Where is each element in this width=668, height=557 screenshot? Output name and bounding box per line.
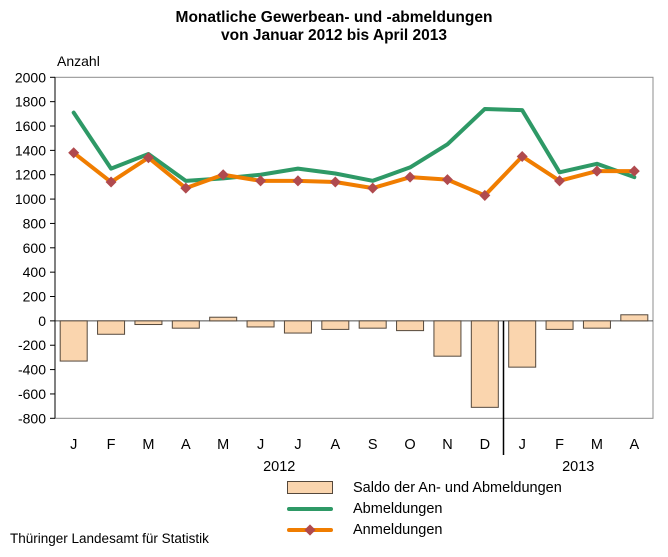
legend-label-abmeldungen: Abmeldungen xyxy=(353,500,443,517)
saldo-bar-swatch-icon xyxy=(287,481,333,494)
saldo-bar xyxy=(321,320,350,330)
chart-title-line2: von Januar 2012 bis April 2013 xyxy=(220,27,447,44)
y-axis-tick-label: 400 xyxy=(23,264,47,280)
y-axis-tick-label: 200 xyxy=(23,289,47,305)
saldo-bar xyxy=(582,320,611,329)
abmeldungen-line-swatch-icon xyxy=(287,506,333,511)
abmeldungen-line xyxy=(71,106,637,183)
source-text: Thüringer Landesamt für Statistik xyxy=(10,531,209,546)
anmeldungen-marker xyxy=(68,147,80,159)
y-axis-tick-label: 1600 xyxy=(15,118,46,134)
x-axis-month-label: M xyxy=(142,437,154,453)
plot-box xyxy=(54,76,654,419)
x-axis-month-label: J xyxy=(519,437,526,453)
saldo-bar xyxy=(59,320,88,362)
x-axis-month-label: S xyxy=(368,437,378,453)
legend-row-abmeldungen: Abmeldungen xyxy=(287,498,562,519)
x-axis-month-label: N xyxy=(442,437,452,453)
y-axis-tick-label: 1400 xyxy=(15,142,46,158)
x-axis-month-label: F xyxy=(555,437,564,453)
anmeldungen-line xyxy=(71,150,637,198)
y-axis-tick-label: 600 xyxy=(23,240,47,256)
anmeldungen-marker xyxy=(217,169,229,181)
x-axis-month-label: O xyxy=(404,437,415,453)
y-axis-tick-label: 800 xyxy=(23,215,47,231)
x-axis-month-label: A xyxy=(629,437,639,453)
legend-swatch-anmeldungen xyxy=(287,523,333,536)
x-axis-month-label: M xyxy=(591,437,603,453)
saldo-bar xyxy=(433,320,462,357)
saldo-bar xyxy=(246,320,275,328)
anmeldungen-marker xyxy=(255,175,267,187)
legend-label-saldo: Saldo der An- und Abmeldungen xyxy=(353,479,562,496)
anmeldungen-marker xyxy=(292,175,304,187)
saldo-bar xyxy=(134,320,163,326)
saldo-bar xyxy=(171,320,200,329)
x-axis-month-label: J xyxy=(294,437,301,453)
y-axis-tick-label: 2000 xyxy=(15,69,46,85)
anmeldungen-marker xyxy=(404,171,416,183)
y-axis-tick-label: -600 xyxy=(18,386,46,402)
y-axis-tick-label: 0 xyxy=(38,313,46,329)
x-axis-month-label: D xyxy=(480,437,490,453)
y-axis-tick-label: 1000 xyxy=(15,191,46,207)
saldo-bar xyxy=(396,320,425,332)
x-axis-year-label: 2013 xyxy=(562,459,594,475)
x-axis-month-label: F xyxy=(107,437,116,453)
anmeldungen-marker xyxy=(180,182,192,194)
chart-title-line1: Monatliche Gewerbean- und -abmeldungen xyxy=(175,9,493,26)
legend: Saldo der An- und Abmeldungen Abmeldunge… xyxy=(287,477,562,540)
legend-swatch-abmeldungen xyxy=(287,506,333,511)
x-axis-month-label: J xyxy=(70,437,77,453)
y-axis-tick-label: -800 xyxy=(18,410,46,426)
y-axis-title: Anzahl xyxy=(57,53,100,69)
y-axis-tick-label: 1200 xyxy=(15,167,46,183)
anmeldungen-marker xyxy=(441,174,453,186)
x-axis-month-label: A xyxy=(181,437,191,453)
saldo-bar xyxy=(283,320,312,334)
anmeldungen-marker xyxy=(329,176,341,188)
legend-swatch-saldo xyxy=(287,481,333,494)
x-axis-month-label: A xyxy=(330,437,340,453)
legend-label-anmeldungen: Anmeldungen xyxy=(353,521,443,538)
y-axis-tick-label: -200 xyxy=(18,337,46,353)
anmeldungen-marker xyxy=(105,176,117,188)
legend-row-saldo: Saldo der An- und Abmeldungen xyxy=(287,477,562,498)
chart-title: Monatliche Gewerbean- und -abmeldungen v… xyxy=(0,9,668,45)
saldo-bar xyxy=(97,320,126,335)
anmeldungen-marker xyxy=(479,189,491,201)
saldo-bar xyxy=(358,320,387,329)
saldo-bar xyxy=(620,314,649,322)
anmeldungen-diamond-icon xyxy=(304,523,316,536)
anmeldungen-marker xyxy=(142,152,154,164)
x-axis-month-label: J xyxy=(257,437,264,453)
x-axis-month-label: M xyxy=(217,437,229,453)
saldo-bar xyxy=(508,320,537,368)
x-axis-year-label: 2012 xyxy=(263,459,295,475)
saldo-bar xyxy=(209,316,238,322)
legend-row-anmeldungen: Anmeldungen xyxy=(287,519,562,540)
y-axis-tick-label: 1800 xyxy=(15,94,46,110)
y-axis-tick-label: -400 xyxy=(18,362,46,378)
anmeldungen-marker xyxy=(367,182,379,194)
saldo-bar xyxy=(545,320,574,330)
saldo-bar xyxy=(470,320,499,408)
